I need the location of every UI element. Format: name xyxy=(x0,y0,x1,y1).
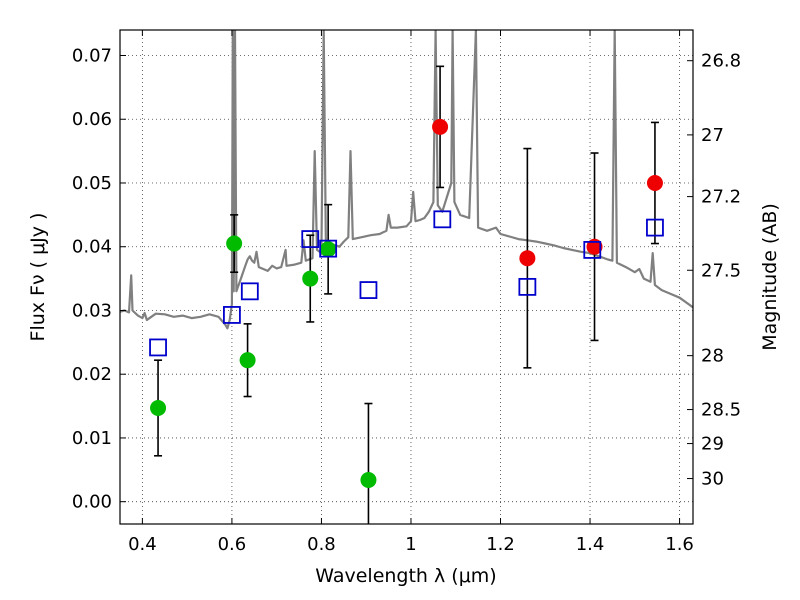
model-spectrum xyxy=(120,30,693,330)
data-point xyxy=(302,270,319,287)
x-axis-ticks: 0.4 0.6 0.8 1 1.2 1.4 1.6 xyxy=(128,30,694,555)
y-axis-label: Flux Fν ( μJy ) xyxy=(27,213,49,342)
x-tick-label: 0.8 xyxy=(307,534,336,555)
model-square xyxy=(359,281,378,299)
plot-frame xyxy=(119,29,694,525)
y-tick-label: 0.06 xyxy=(72,109,112,130)
model-square xyxy=(301,230,320,248)
magnitude-tick-label: 27.2 xyxy=(701,187,741,208)
x-tick-label: 1.6 xyxy=(665,534,694,555)
data-markers xyxy=(149,118,664,489)
x-axis-label: Wavelength λ (μm) xyxy=(315,565,496,587)
magnitude-tick-label: 28 xyxy=(701,346,724,367)
model-square xyxy=(433,210,452,229)
data-point xyxy=(360,472,377,489)
x-tick-label: 1.4 xyxy=(576,534,605,555)
y-tick-label: 0.07 xyxy=(72,45,112,66)
model-square xyxy=(518,277,537,296)
magnitude-tick-label: 28.5 xyxy=(701,400,741,421)
y-tick-label: 0.02 xyxy=(72,364,112,385)
magnitude-tick-label: 29 xyxy=(701,434,724,455)
data-point xyxy=(150,399,167,416)
data-point xyxy=(320,241,337,258)
y-tick-label: 0.00 xyxy=(72,492,112,513)
y-axis-ticks: 0.00 0.01 0.02 0.03 0.04 0.05 0.06 0.07 xyxy=(72,45,126,513)
y-tick-label: 0.05 xyxy=(72,173,112,194)
grid xyxy=(120,30,693,524)
x-tick-label: 1.2 xyxy=(486,534,515,555)
data-point xyxy=(432,118,449,135)
magnitude-axis-label: Magnitude (AB) xyxy=(759,203,781,351)
model-square xyxy=(319,239,338,258)
magnitude-tick-label: 26.8 xyxy=(701,51,741,72)
data-point xyxy=(239,352,256,369)
model-square xyxy=(583,241,602,259)
magnitude-tick-label: 27.5 xyxy=(701,260,741,281)
x-tick-label: 0.4 xyxy=(128,534,157,555)
x-tick-label: 1 xyxy=(405,534,416,555)
model-square xyxy=(646,218,664,237)
model-square xyxy=(223,306,241,324)
magnitude-axis-ticks: 26.8 27 27.2 27.5 28 28.5 29 30 xyxy=(687,51,741,490)
data-point xyxy=(646,174,663,191)
y-tick-label: 0.03 xyxy=(72,300,112,321)
magnitude-tick-label: 27 xyxy=(701,125,724,146)
magnitude-tick-label: 30 xyxy=(701,469,724,490)
data-point xyxy=(519,250,536,267)
y-tick-label: 0.01 xyxy=(72,428,112,449)
model-square xyxy=(149,338,167,357)
x-tick-label: 0.6 xyxy=(218,534,247,555)
model-square xyxy=(240,282,259,301)
y-tick-label: 0.04 xyxy=(72,237,112,258)
data-point xyxy=(226,235,243,252)
spectrum-line xyxy=(120,30,693,330)
